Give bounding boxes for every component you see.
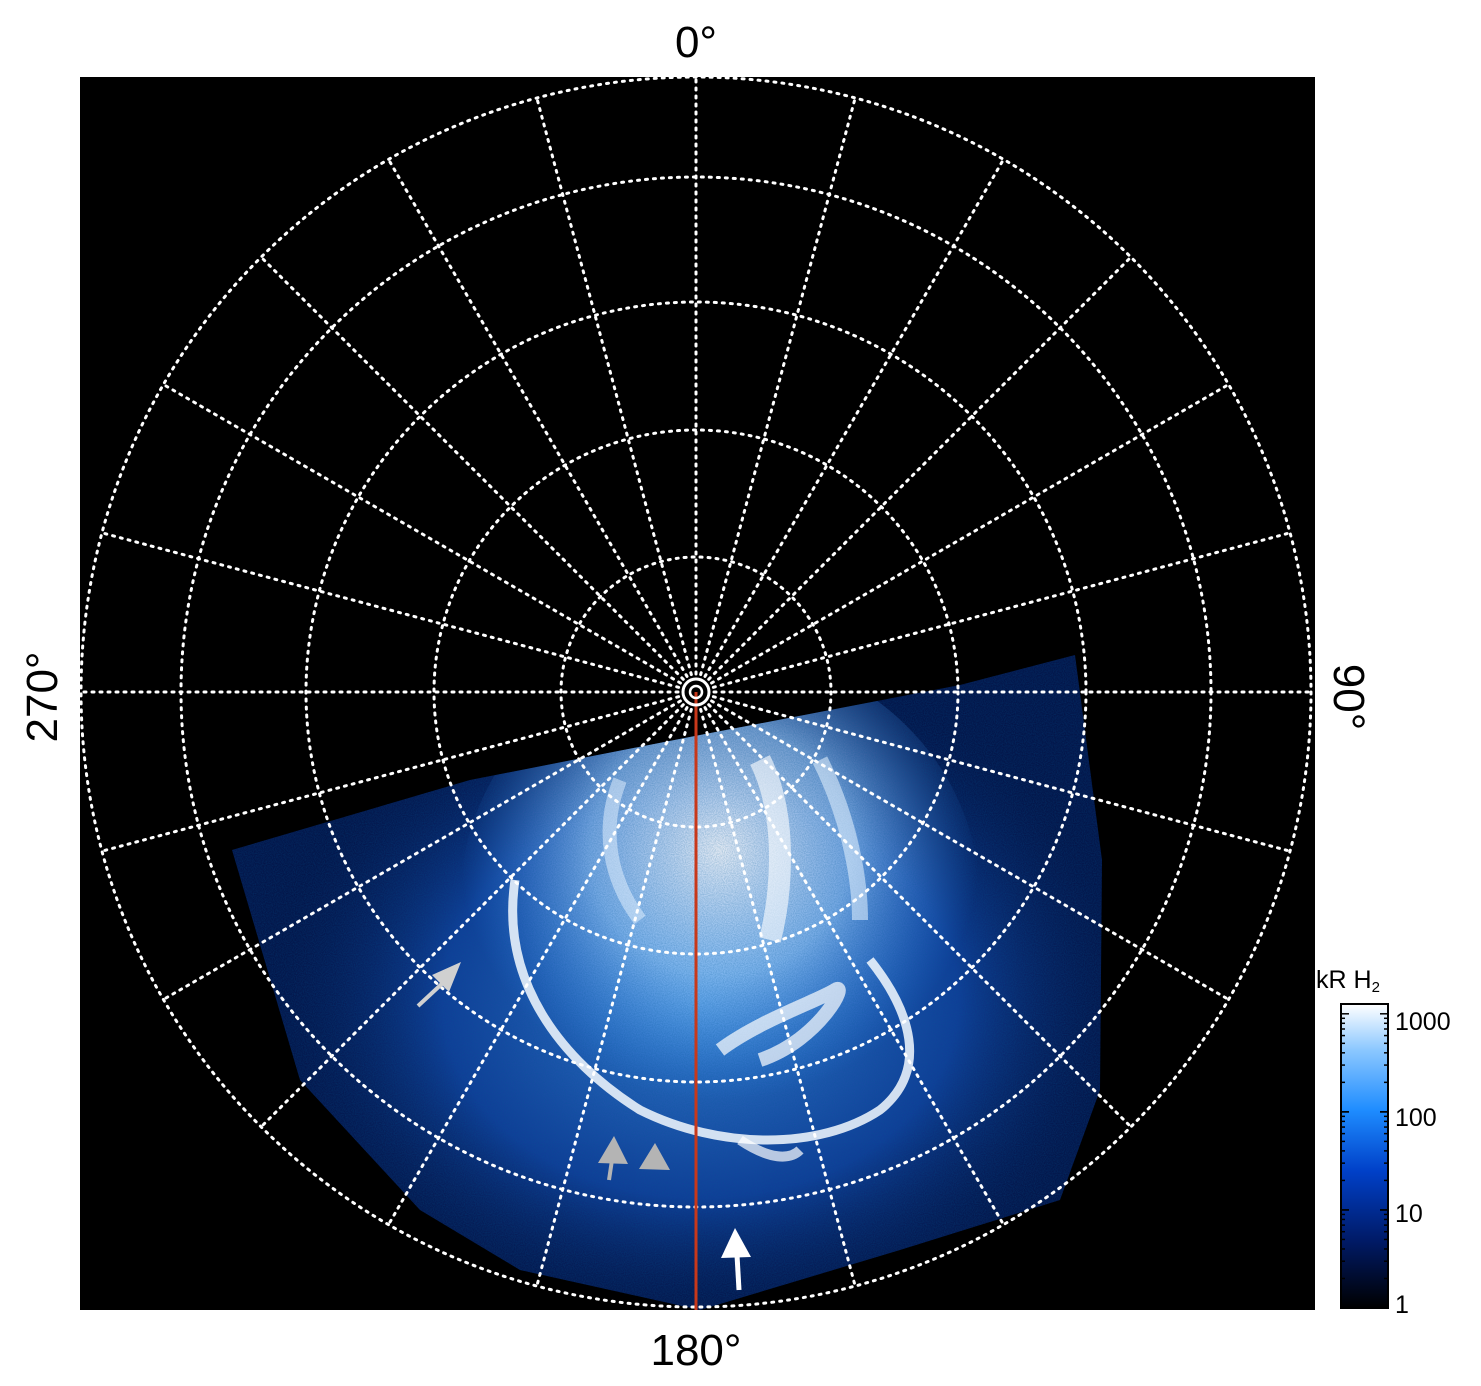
- parallel-circle-1: [559, 555, 833, 829]
- meridian-line-10: [703, 706, 1005, 1227]
- meridian-line-11: [699, 707, 857, 1288]
- meridian-line-17: [100, 695, 681, 853]
- meridian-line-15: [259, 703, 685, 1129]
- colorbar-tick-1000: 1000: [1395, 1008, 1451, 1036]
- colorbar-ticks: [1341, 1013, 1388, 1309]
- meridian-line-7: [711, 695, 1292, 853]
- meridian-line-2: [703, 157, 1005, 678]
- meridian-line-13: [535, 707, 693, 1288]
- graticule-grid: [80, 77, 1313, 1309]
- meridian-line-16: [161, 699, 682, 1001]
- meridian-line-19: [100, 531, 681, 689]
- meridian-line-9: [707, 703, 1133, 1129]
- arrow-bottom-left-1: [598, 1136, 628, 1181]
- colorbar-title: kR H2: [1316, 966, 1380, 996]
- arrow-left: [416, 962, 461, 1008]
- meridian-line-20: [161, 383, 682, 685]
- label-lon-top: 0°: [675, 18, 717, 67]
- meridian-line-4: [710, 383, 1231, 685]
- colorbar-tick-10: 10: [1395, 1200, 1423, 1228]
- label-lon-right: 90°: [1324, 664, 1373, 731]
- colorbar-tick-1: 1: [1395, 1291, 1409, 1319]
- meridian-line-21: [259, 255, 685, 681]
- parallel-circle-5: [80, 77, 1313, 1309]
- colorbar-tick-100: 100: [1395, 1104, 1437, 1132]
- meridian-line-22: [387, 157, 689, 678]
- meridian-line-5: [711, 531, 1292, 689]
- arrow-bottom-left-2: [639, 1143, 670, 1170]
- meridian-line-1: [699, 96, 857, 677]
- pole-marker-outer: [681, 677, 711, 707]
- colorbar-gradient: [1340, 1003, 1389, 1309]
- parallel-circle-3: [304, 300, 1088, 1084]
- label-lon-left: 270°: [18, 651, 67, 742]
- label-lon-bottom: 180°: [650, 1326, 741, 1375]
- pole-marker-inner: [688, 684, 704, 700]
- meridian-line-3: [707, 255, 1133, 681]
- auroral-oval: [508, 879, 915, 1145]
- meridian-line-23: [535, 96, 693, 677]
- arrow-bottom-white: [721, 1228, 751, 1291]
- meridian-line-8: [710, 699, 1231, 1001]
- colorbar-title-subscript: 2: [1372, 979, 1380, 996]
- meridian-line-14: [387, 706, 689, 1227]
- colorbar: kR H2 1000 100 10 1: [1316, 966, 1451, 1319]
